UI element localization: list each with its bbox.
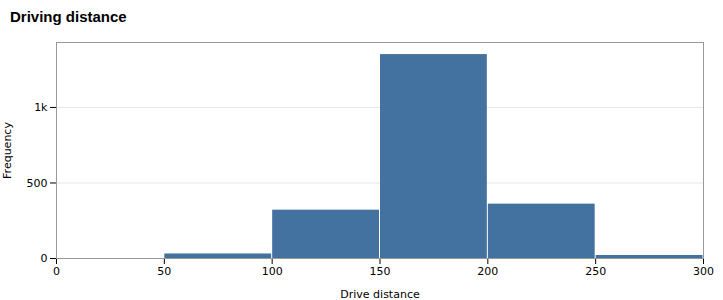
svg-text:500: 500	[27, 176, 48, 189]
svg-text:200: 200	[477, 265, 498, 278]
svg-text:Frequency: Frequency	[1, 122, 14, 179]
svg-text:0: 0	[41, 252, 48, 265]
svg-text:1k: 1k	[34, 101, 48, 114]
svg-text:300: 300	[693, 265, 714, 278]
svg-text:150: 150	[370, 265, 391, 278]
svg-text:250: 250	[585, 265, 606, 278]
svg-text:0: 0	[53, 265, 60, 278]
svg-text:100: 100	[262, 265, 283, 278]
svg-text:Drive distance: Drive distance	[340, 288, 420, 300]
html-text:Driving distance: Driving distance	[10, 8, 127, 25]
svg-text:50: 50	[157, 265, 171, 278]
